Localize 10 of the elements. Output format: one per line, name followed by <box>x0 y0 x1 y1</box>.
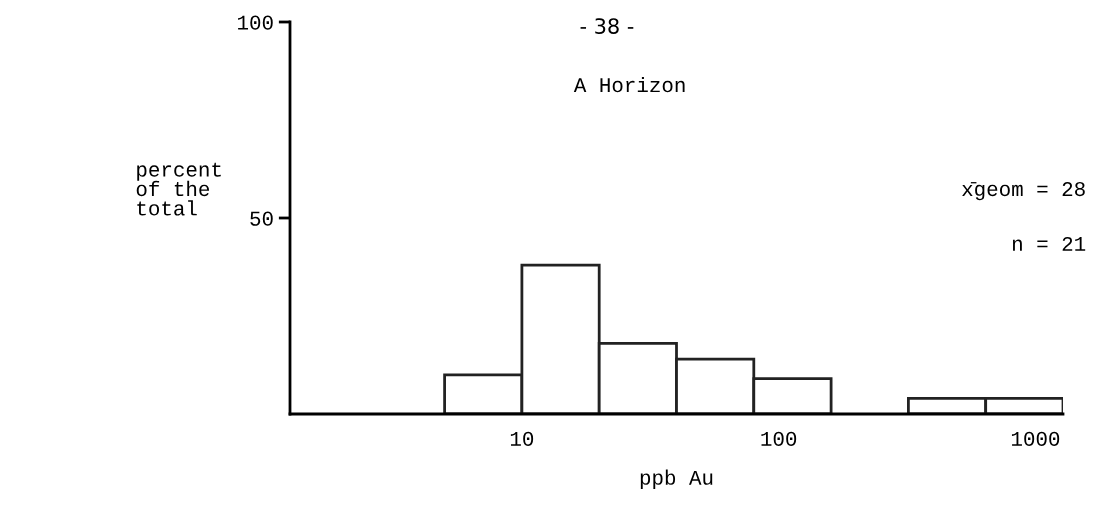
y-tick-label: 50 <box>250 211 273 226</box>
annotation: - 38 - <box>580 18 634 34</box>
text: A Horizon <box>573 76 685 93</box>
x-tick-label: 10 <box>510 431 534 446</box>
x-axis-title: ppb Au <box>640 469 713 489</box>
annotation: x̄geom = 28 <box>962 182 1085 201</box>
x-tick-label: 1000 <box>1011 431 1060 446</box>
x-tick-label: 100 <box>761 431 797 446</box>
y-axis-title: percent of the total <box>136 162 221 216</box>
annotation: n = 21 <box>1012 236 1086 251</box>
